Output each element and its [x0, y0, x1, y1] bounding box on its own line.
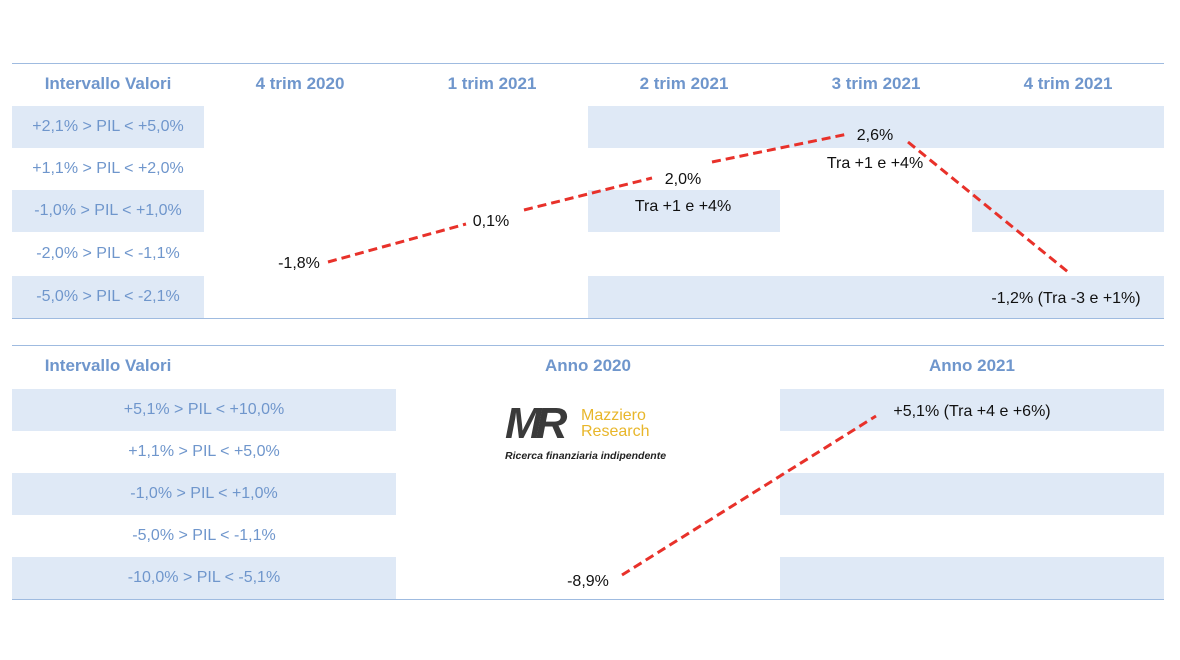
header-q1-2021: 1 trim 2021 [447, 74, 537, 93]
logo-name-line1: Mazziero [581, 407, 646, 424]
data-label: -1,2% (Tra -3 e +1%) [991, 290, 1140, 307]
header-q4-2020: 4 trim 2020 [255, 74, 345, 93]
range-label: +5,1% > PIL < +10,0% [123, 401, 285, 418]
series-line-segment [907, 140, 1069, 274]
band-row5-right [588, 276, 1164, 318]
series-line-segment [327, 222, 467, 264]
logo-tagline: Ricerca finanziaria indipendente [505, 450, 667, 462]
range-label: +2,1% > PIL < +5,0% [32, 118, 184, 135]
logo-mark: MR [505, 399, 567, 448]
band-row3-2021 [780, 473, 1164, 515]
header-anno-2021: Anno 2021 [929, 356, 1015, 375]
top-rule [12, 63, 1164, 64]
band-row1-right [588, 106, 1164, 148]
band-row1-label [12, 106, 204, 148]
range-label: -5,0% > PIL < -2,1% [36, 288, 180, 305]
series-line-segment [523, 176, 653, 212]
header-q3-2021: 3 trim 2021 [831, 74, 921, 93]
bottom-bottom-rule [12, 599, 1164, 600]
band-row3-label [12, 190, 204, 232]
range-label: +1,1% > PIL < +2,0% [32, 160, 184, 177]
range-note: Tra +1 e +4% [635, 198, 731, 215]
bottom-top-rule [12, 345, 1164, 346]
band-row5-label [12, 557, 396, 599]
logo-name: Mazziero Research [581, 408, 649, 440]
data-label: +5,1% (Tra +4 e +6%) [893, 403, 1050, 420]
logo-name-line2: Research [581, 423, 650, 440]
band-row3-q2 [588, 190, 780, 232]
top-bottom-rule [12, 318, 1164, 319]
band-row5-2021 [780, 557, 1164, 599]
band-row3-q4 [972, 190, 1164, 232]
series-line-segment [621, 414, 877, 577]
band-row3-label [12, 473, 396, 515]
range-label: -1,0% > PIL < +1,0% [130, 485, 278, 502]
range-note: Tra +1 e +4% [827, 155, 923, 172]
range-label: -2,0% > PIL < -1,1% [36, 245, 180, 262]
data-label: 2,0% [665, 171, 701, 188]
series-line-segment [711, 132, 849, 164]
data-label: -1,8% [278, 255, 320, 272]
header-intervallo-valori: Intervallo Valori [44, 356, 172, 375]
range-label: -5,0% > PIL < -1,1% [132, 527, 276, 544]
band-row1-2021 [780, 389, 1164, 431]
band-row5-label [12, 276, 204, 318]
header-anno-2020: Anno 2020 [545, 356, 631, 375]
header-intervallo-valori: Intervallo Valori [44, 74, 172, 93]
mazziero-research-logo: MR Mazziero Research Ricerca finanziaria… [505, 402, 695, 466]
range-label: -1,0% > PIL < +1,0% [34, 202, 182, 219]
range-label: -10,0% > PIL < -5,1% [127, 569, 281, 586]
header-q4-2021: 4 trim 2021 [1023, 74, 1113, 93]
data-label: 0,1% [473, 213, 509, 230]
data-label: 2,6% [857, 127, 893, 144]
range-label: +1,1% > PIL < +5,0% [128, 443, 280, 460]
band-row1-label [12, 389, 396, 431]
header-q2-2021: 2 trim 2021 [639, 74, 729, 93]
data-label: -8,9% [567, 573, 609, 590]
